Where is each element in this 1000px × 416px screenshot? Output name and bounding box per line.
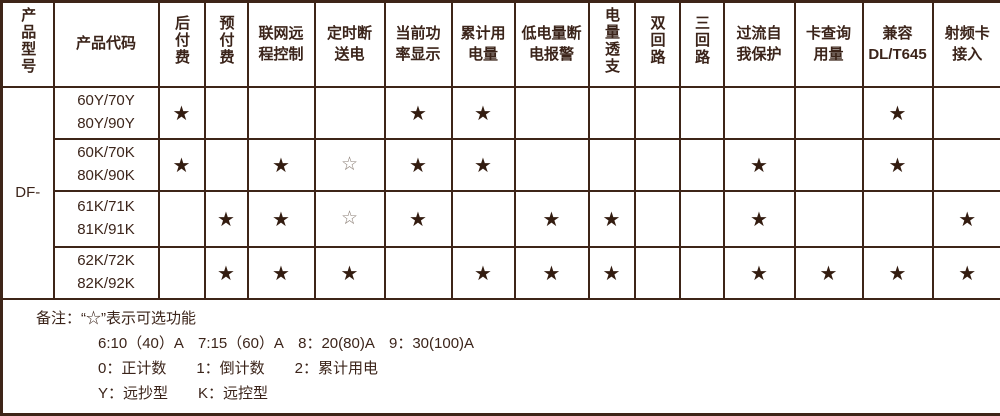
feature-cell: ★ — [861, 245, 934, 300]
col-header-network-remote-control: 联网远 程控制 — [246, 0, 316, 88]
feature-cell — [313, 85, 386, 140]
note-row: 备注：“☆”表示可选功能 6:10（40）A 7:15（60）A 8：20(80… — [0, 297, 1000, 416]
feature-cell: ★ — [722, 189, 796, 248]
col-header-scheduled-power-cutoff: 定时断 送电 — [313, 0, 386, 88]
feature-cell: ★ — [861, 137, 934, 192]
product-code-cell: 60Y/70Y 80Y/90Y — [52, 85, 160, 140]
col-header-cumulative-energy: 累计用 电量 — [450, 0, 516, 88]
feature-cell — [383, 245, 453, 300]
feature-cell: ★ — [450, 245, 516, 300]
feature-cell: ★ — [383, 85, 453, 140]
feature-cell: ★ — [246, 245, 316, 300]
col-header-triple-circuit-label: 三回路 — [693, 15, 710, 67]
col-header-card-query-usage: 卡查询 用量 — [793, 0, 864, 88]
feature-cell: ★ — [931, 245, 1000, 300]
feature-cell — [450, 189, 516, 248]
col-header-dual-circuit-label: 双回路 — [648, 15, 666, 67]
feature-cell: ★ — [157, 85, 206, 140]
feature-cell — [678, 245, 725, 300]
col-header-triple-circuit: 三回路 — [678, 0, 725, 88]
feature-cell: ★ — [246, 137, 316, 192]
col-header-product-model: 产品型号 — [0, 0, 55, 88]
table-row: 61K/71K 81K/91K ★ ★ ☆ ★ ★ ★ ★ ★ — [2, 189, 1000, 248]
product-code-cell: 62K/72K 82K/92K — [52, 245, 160, 300]
feature-cell: ★ — [931, 189, 1000, 248]
feature-cell — [678, 85, 725, 140]
feature-cell: ★ — [587, 189, 636, 248]
feature-cell: ☆ — [313, 137, 386, 192]
feature-cell — [203, 137, 249, 192]
feature-cell — [633, 85, 681, 140]
table-row: 62K/72K 82K/92K ★ ★ ★ ★ ★ ★ ★ ★ ★ ★ — [2, 245, 1000, 300]
col-header-energy-overdraft: 电量透支 — [587, 0, 636, 88]
note-cell: 备注：“☆”表示可选功能 6:10（40）A 7:15（60）A 8：20(80… — [0, 297, 1000, 416]
note-lines: 6:10（40）A 7:15（60）A 8：20(80)A 9：30(100)A… — [98, 335, 475, 403]
header-row: 产品型号 产品代码 后付费 预付费 联网远 程控制 定时断 送电 当前功 率显示… — [0, 0, 1000, 88]
feature-cell — [793, 85, 864, 140]
feature-cell — [931, 85, 1000, 140]
feature-cell — [246, 85, 316, 140]
feature-cell — [203, 85, 249, 140]
feature-cell: ★ — [157, 137, 206, 192]
feature-cell: ★ — [203, 189, 249, 248]
feature-cell — [513, 137, 590, 192]
feature-cell: ★ — [203, 245, 249, 300]
feature-cell: ★ — [513, 245, 590, 300]
feature-cell — [722, 85, 796, 140]
feature-cell: ★ — [246, 189, 316, 248]
feature-cell: ★ — [313, 245, 386, 300]
col-header-current-power-display: 当前功 率显示 — [383, 0, 453, 88]
feature-cell — [793, 137, 864, 192]
col-header-postpaid-label: 后付费 — [173, 15, 190, 67]
feature-cell — [931, 137, 1000, 192]
table-row: 60K/70K 80K/90K ★ ★ ☆ ★ ★ ★ ★ — [2, 137, 1000, 192]
feature-cell — [587, 85, 636, 140]
feature-cell: ★ — [722, 245, 796, 300]
product-code-cell: 61K/71K 81K/91K — [52, 189, 160, 248]
feature-cell — [861, 189, 934, 248]
feature-cell: ★ — [587, 245, 636, 300]
feature-cell — [678, 189, 725, 248]
feature-cell — [678, 137, 725, 192]
feature-cell — [587, 137, 636, 192]
col-header-low-balance-alarm: 低电量断 电报警 — [513, 0, 590, 88]
feature-cell — [157, 245, 206, 300]
feature-cell — [513, 85, 590, 140]
feature-cell — [157, 189, 206, 248]
col-header-energy-overdraft-label: 电量透支 — [603, 6, 620, 75]
feature-cell: ★ — [861, 85, 934, 140]
product-code-cell: 60K/70K 80K/90K — [52, 137, 160, 192]
col-header-dlt645-compatible: 兼容 DL/T645 — [861, 0, 934, 88]
col-header-product-code: 产品代码 — [52, 0, 160, 88]
feature-cell: ☆ — [313, 189, 386, 248]
product-model-cell: DF- — [0, 85, 55, 300]
col-header-product-model-label: 产品型号 — [19, 6, 37, 75]
col-header-rf-card-access: 射频卡 接入 — [931, 0, 1000, 88]
note-title: 备注：“☆”表示可选功能 — [36, 310, 196, 328]
feature-cell: ★ — [450, 85, 516, 140]
feature-cell: ★ — [383, 137, 453, 192]
col-header-prepaid-label: 预付费 — [217, 15, 235, 67]
feature-cell — [633, 189, 681, 248]
feature-cell: ★ — [450, 137, 516, 192]
feature-cell — [633, 245, 681, 300]
col-header-overcurrent-protection: 过流自 我保护 — [722, 0, 796, 88]
feature-cell — [793, 189, 864, 248]
feature-cell: ★ — [383, 189, 453, 248]
col-header-prepaid: 预付费 — [203, 0, 249, 88]
col-header-dual-circuit: 双回路 — [633, 0, 681, 88]
col-header-postpaid: 后付费 — [157, 0, 206, 88]
feature-cell — [633, 137, 681, 192]
feature-cell: ★ — [793, 245, 864, 300]
feature-cell: ★ — [513, 189, 590, 248]
feature-cell: ★ — [722, 137, 796, 192]
table-row: DF- 60Y/70Y 80Y/90Y ★ ★ ★ ★ — [0, 85, 1000, 300]
